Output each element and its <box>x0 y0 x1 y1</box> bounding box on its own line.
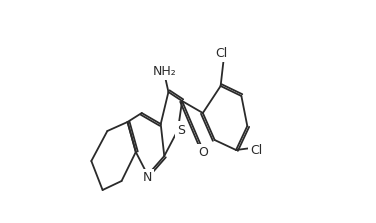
Text: S: S <box>177 124 185 136</box>
Text: O: O <box>198 146 208 159</box>
Text: Cl: Cl <box>215 47 227 60</box>
Text: N: N <box>143 171 152 184</box>
Text: NH₂: NH₂ <box>153 65 177 78</box>
Text: Cl: Cl <box>250 144 262 157</box>
